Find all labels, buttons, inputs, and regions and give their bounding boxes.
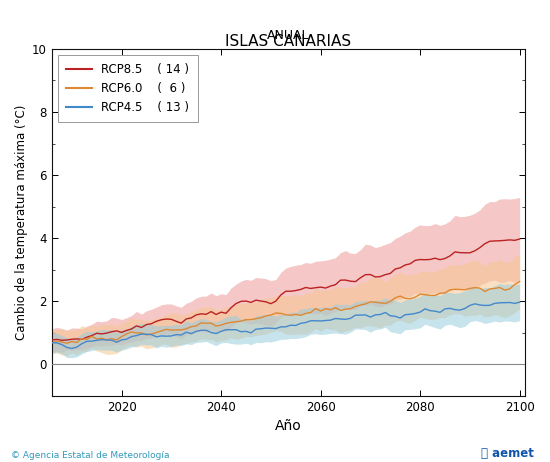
X-axis label: Año: Año: [275, 419, 301, 433]
Text: ANUAL: ANUAL: [267, 29, 310, 42]
Title: ISLAS CANARIAS: ISLAS CANARIAS: [225, 34, 351, 49]
Y-axis label: Cambio de la temperatura máxima (°C): Cambio de la temperatura máxima (°C): [15, 105, 28, 340]
Legend: RCP8.5    ( 14 ), RCP6.0    (  6 ), RCP4.5    ( 13 ): RCP8.5 ( 14 ), RCP6.0 ( 6 ), RCP4.5 ( 13…: [58, 55, 198, 122]
Text: 🐦 aemet: 🐦 aemet: [481, 447, 534, 460]
Text: © Agencia Estatal de Meteorología: © Agencia Estatal de Meteorología: [11, 451, 169, 460]
